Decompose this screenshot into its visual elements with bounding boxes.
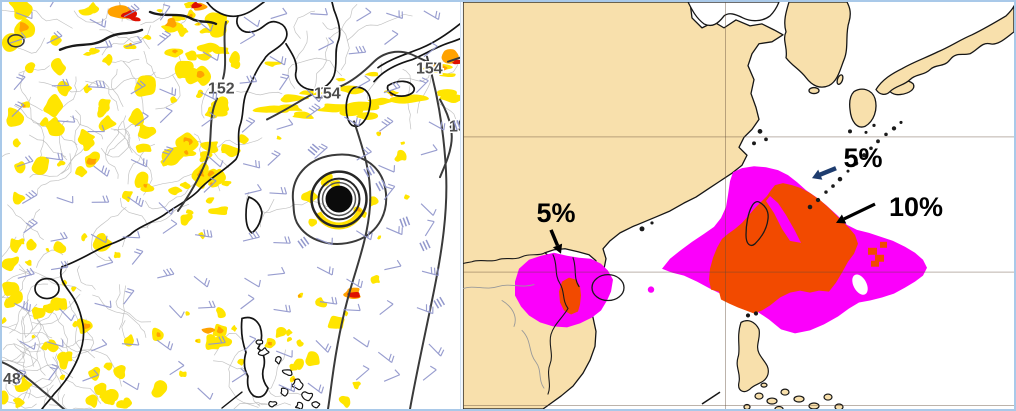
philippines-layer (701, 311, 844, 409)
probability-10-stair-patches (868, 241, 887, 267)
annotations: 5% 5% 10% (536, 143, 943, 254)
tsushima-island (836, 74, 844, 86)
coastlines-layer (34, 2, 460, 409)
white-gap-in-area (852, 274, 868, 295)
honshu-island (875, 5, 1014, 95)
probability-10-area-east (709, 183, 858, 314)
luzon-island (736, 320, 769, 393)
shading-layer (2, 2, 460, 409)
jeju-island (808, 86, 820, 95)
contour-label-152: 152 (208, 81, 235, 98)
left-model-chart-panel: 152 154 154 15 48 (2, 2, 460, 409)
contour-label-48-partial: 48 (3, 371, 21, 388)
taiwan-island-outline (245, 195, 263, 234)
east-5pct-label: 5% (843, 143, 882, 173)
hainan-island-outline (34, 277, 60, 300)
magenta-wedge-near-taiwan (766, 196, 801, 243)
overlay-coast-borders (463, 201, 769, 395)
east-5pct-arrow-icon (812, 166, 837, 180)
east-10pct-label: 10% (889, 192, 943, 222)
grid-lines (463, 2, 1014, 409)
probability-5-speck (647, 286, 655, 293)
west-5pct-label: 5% (536, 198, 575, 228)
panel-divider (460, 2, 463, 409)
ryukyu-islands-layer (639, 120, 903, 232)
west-5pct-arrow-icon (549, 229, 563, 254)
right-probability-map-panel: 5% 5% 10% (463, 2, 1014, 409)
probability-areas (515, 166, 927, 334)
contour-label-15-partial: 15 (449, 118, 460, 135)
taiwan-outline (745, 201, 769, 246)
bohai-sea (687, 2, 780, 27)
probability-10-area-west (559, 277, 581, 315)
east-10pct-arrow-icon (836, 202, 876, 224)
typhoon-symbol-icon (310, 170, 368, 230)
contours-layer (2, 10, 460, 409)
korea-peninsula (783, 2, 851, 88)
kyushu-island (848, 88, 877, 128)
contour-label-154-b: 154 (416, 61, 443, 78)
luzon-island-outline (240, 316, 269, 398)
hainan-outline (591, 274, 625, 302)
wind-barbs-layer (9, 2, 460, 400)
